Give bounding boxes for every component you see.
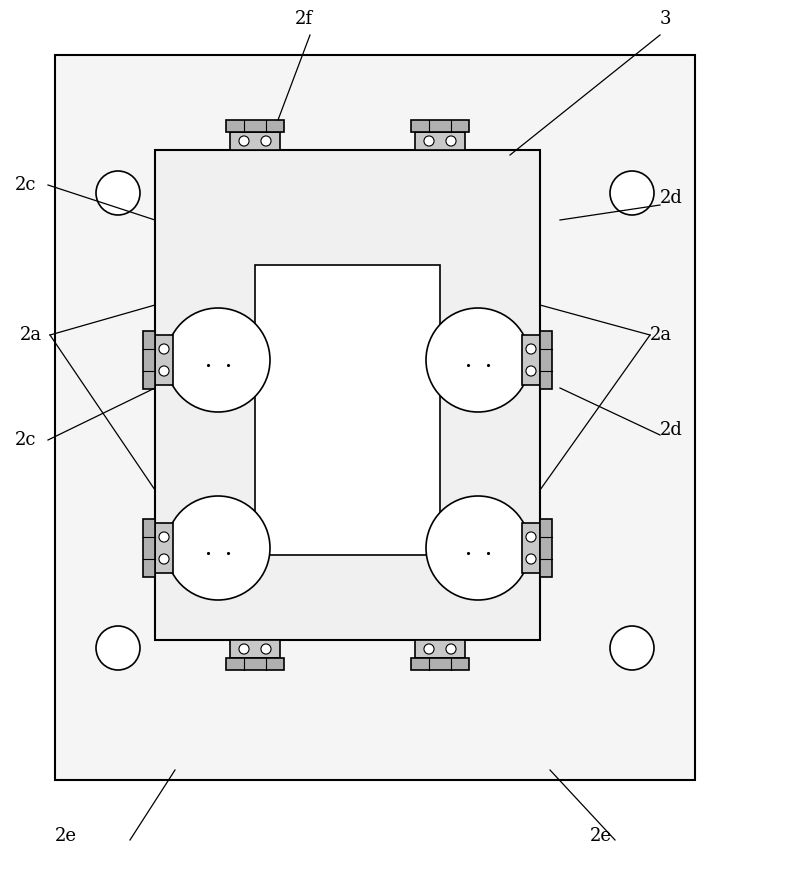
Circle shape [96, 626, 140, 670]
Circle shape [526, 366, 536, 376]
Text: 2c: 2c [15, 176, 37, 194]
Bar [226, 120, 284, 132]
Circle shape [424, 136, 434, 146]
Circle shape [446, 136, 456, 146]
Text: 3: 3 [660, 10, 671, 28]
Bar [415, 640, 465, 658]
Text: 2a: 2a [650, 326, 672, 344]
Circle shape [96, 171, 140, 215]
Circle shape [610, 626, 654, 670]
Bar [522, 523, 540, 573]
Bar [55, 55, 695, 780]
Circle shape [239, 136, 249, 146]
Text: 2a: 2a [20, 326, 42, 344]
Text: 2c: 2c [15, 431, 37, 449]
Circle shape [424, 644, 434, 654]
Bar [522, 335, 540, 385]
Text: 2e: 2e [55, 827, 77, 845]
Bar [411, 658, 469, 670]
Text: 2d: 2d [660, 189, 683, 207]
Bar [143, 519, 155, 577]
Bar [143, 331, 155, 389]
Bar [540, 519, 552, 577]
Circle shape [159, 532, 169, 542]
Bar [411, 120, 469, 132]
Circle shape [526, 554, 536, 564]
Circle shape [159, 344, 169, 354]
Circle shape [426, 308, 530, 412]
Circle shape [261, 644, 271, 654]
Circle shape [526, 532, 536, 542]
Bar [155, 335, 173, 385]
Text: 2e: 2e [590, 827, 612, 845]
Circle shape [239, 644, 249, 654]
Circle shape [261, 136, 271, 146]
Bar [540, 331, 552, 389]
Circle shape [426, 496, 530, 600]
Text: 2f: 2f [295, 10, 313, 28]
Text: 2d: 2d [660, 421, 683, 439]
Bar [255, 265, 440, 555]
Bar [155, 150, 540, 640]
Bar [226, 658, 284, 670]
Bar [155, 523, 173, 573]
Circle shape [166, 308, 270, 412]
Circle shape [610, 171, 654, 215]
Bar [230, 640, 280, 658]
Circle shape [159, 554, 169, 564]
Circle shape [166, 496, 270, 600]
Bar [230, 132, 280, 150]
Circle shape [446, 644, 456, 654]
Circle shape [526, 344, 536, 354]
Circle shape [159, 366, 169, 376]
Bar [415, 132, 465, 150]
